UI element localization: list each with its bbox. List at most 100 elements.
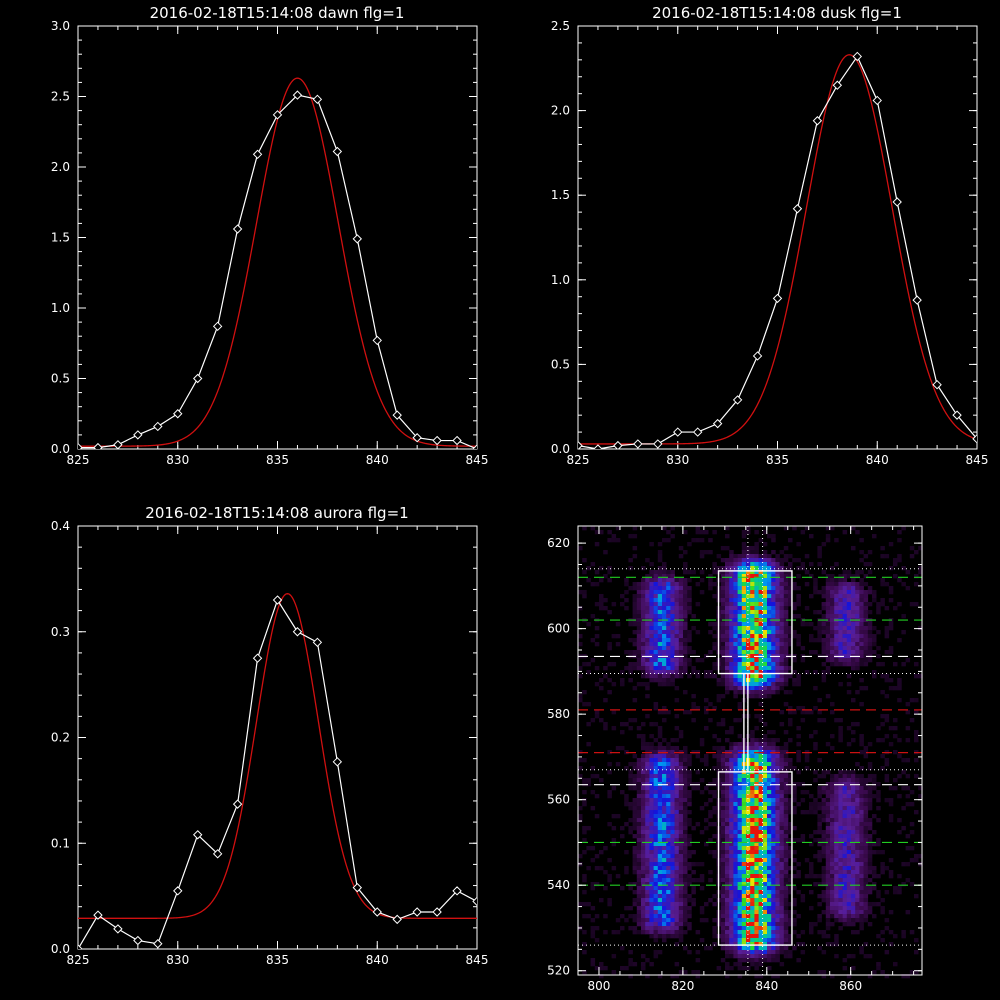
heatmap-cell [859, 626, 864, 631]
heatmap-cell [775, 926, 780, 931]
heatmap-cell [733, 582, 738, 587]
heatmap-cell [674, 942, 680, 947]
heatmap-cell [645, 766, 650, 771]
heatmap-cell [863, 662, 869, 667]
heatmap-cell [653, 786, 659, 791]
heatmap-cell [632, 890, 638, 895]
heatmap-cell [678, 638, 684, 643]
heatmap-cell [851, 598, 856, 603]
heatmap-cell [830, 622, 835, 627]
heatmap-cell [758, 866, 764, 871]
heatmap-cell [758, 634, 764, 639]
heatmap-cell [771, 818, 776, 823]
heatmap-cell [842, 638, 848, 643]
heatmap-cell [767, 594, 772, 599]
heatmap-cell [792, 582, 797, 587]
heatmap-cell [741, 810, 747, 815]
heatmap-cell [699, 550, 705, 555]
heatmap-cell [678, 922, 684, 927]
heatmap-cell [855, 918, 860, 923]
heatmap-cell [737, 774, 743, 779]
heatmap-cell [666, 646, 671, 651]
heatmap-cell [846, 622, 852, 627]
heatmap-cell [720, 882, 726, 887]
heatmap-cell [733, 578, 738, 583]
heatmap-cell [872, 874, 877, 879]
heatmap-cell [771, 946, 776, 951]
heatmap-cell [712, 754, 717, 759]
heatmap-cell [733, 586, 738, 591]
heatmap-cell [830, 834, 835, 839]
heatmap-cell [699, 570, 705, 575]
heatmap-cell [762, 866, 768, 871]
heatmap-cell [683, 870, 688, 875]
heatmap-cell [830, 746, 835, 751]
heatmap-cell [624, 606, 629, 611]
heatmap-cell [683, 918, 688, 923]
heatmap-cell [708, 574, 713, 579]
heatmap-cell [699, 742, 705, 747]
heatmap-cell [842, 630, 848, 635]
heatmap-cell [817, 902, 822, 907]
heatmap-cell [779, 950, 785, 955]
heatmap-cell [636, 878, 642, 883]
heatmap-cell [653, 906, 659, 911]
heatmap-cell [762, 922, 768, 927]
heatmap-cell [754, 822, 759, 827]
heatmap-cell [788, 706, 793, 711]
heatmap-cell [855, 834, 860, 839]
heatmap-cell [779, 822, 785, 827]
heatmap-cell [775, 838, 780, 843]
heatmap-cell [704, 674, 709, 679]
heatmap-cell [762, 638, 768, 643]
heatmap-cell [741, 642, 747, 647]
heatmap-cell [649, 962, 654, 967]
heatmap-ytick-label: 580 [547, 707, 570, 721]
heatmap-cell [817, 638, 822, 643]
heatmap-cell [725, 650, 730, 655]
heatmap-cell [762, 894, 768, 899]
heatmap-cell [594, 714, 600, 719]
heatmap-cell [641, 722, 646, 727]
heatmap-cell [754, 742, 759, 747]
heatmap-cell [733, 614, 738, 619]
heatmap-cell [792, 858, 797, 863]
heatmap-cell [678, 786, 684, 791]
heatmap-cell [620, 914, 625, 919]
heatmap-cell [662, 810, 667, 815]
heatmap-cell [834, 578, 839, 583]
heatmap-cell [830, 902, 835, 907]
heatmap-cell [750, 550, 755, 555]
heatmap-cell [653, 778, 659, 783]
heatmap-cell [712, 918, 717, 923]
heatmap-cell [607, 538, 612, 543]
heatmap-cell [846, 894, 852, 899]
heatmap-cell [872, 642, 877, 647]
heatmap-cell [905, 658, 911, 663]
heatmap-cell [729, 758, 734, 763]
heatmap-cell [821, 594, 827, 599]
heatmap-cell [880, 906, 885, 911]
heatmap-cell [733, 938, 738, 943]
heatmap-cell [834, 870, 839, 875]
heatmap-cell [851, 582, 856, 587]
heatmap-cell [741, 946, 747, 951]
heatmap-cell [775, 830, 780, 835]
heatmap-cell [620, 722, 625, 727]
heatmap-cell [662, 850, 667, 855]
heatmap-cell [863, 750, 869, 755]
dusk-panel: 2016-02-18T15:14:08 dusk flg=1 825 830 835… [551, 4, 989, 467]
aurora-data-point [332, 757, 343, 767]
heatmap-cell [767, 858, 772, 863]
heatmap-cell [830, 566, 835, 571]
heatmap-cell [737, 742, 743, 747]
heatmap-cell [662, 754, 667, 759]
heatmap-cell [716, 766, 722, 771]
heatmap-cell [750, 598, 755, 603]
heatmap-cell [712, 570, 717, 575]
heatmap-xtick-label: 820 [671, 979, 694, 993]
heatmap-cell [767, 882, 772, 887]
heatmap-cell [662, 538, 667, 543]
heatmap-cell [855, 778, 860, 783]
heatmap-cell [653, 918, 659, 923]
